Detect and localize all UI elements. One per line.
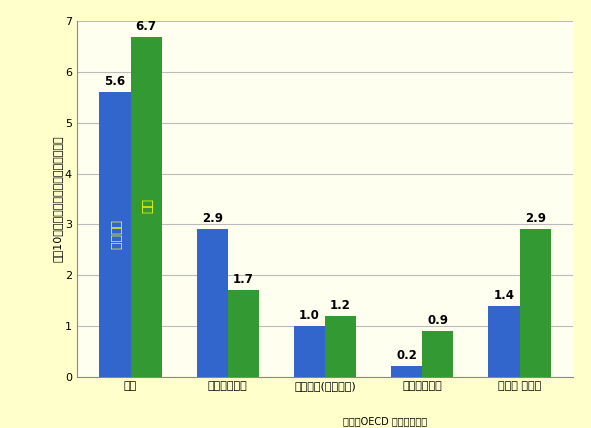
- Text: 0.2: 0.2: [397, 349, 417, 363]
- Text: 日本: 日本: [139, 199, 152, 214]
- Bar: [131, 37, 162, 377]
- Bar: [391, 366, 423, 377]
- Text: 1.4: 1.4: [493, 288, 515, 302]
- Text: 1.2: 1.2: [330, 299, 351, 312]
- Bar: [519, 229, 551, 377]
- Bar: [99, 92, 131, 377]
- Bar: [325, 316, 356, 377]
- Text: 2.9: 2.9: [202, 212, 223, 226]
- Text: 2.9: 2.9: [525, 212, 545, 226]
- Text: 0.9: 0.9: [427, 314, 449, 327]
- Text: イギリス: イギリス: [109, 220, 122, 250]
- Text: 出典：OECD 資料より作成: 出典：OECD 資料より作成: [343, 416, 427, 426]
- Text: 1.0: 1.0: [299, 309, 320, 322]
- Bar: [228, 290, 259, 377]
- Bar: [197, 229, 228, 377]
- Text: 5.6: 5.6: [105, 75, 125, 89]
- Y-axis label: 人口10万人あたり交通事故死者数（人）: 人口10万人あたり交通事故死者数（人）: [52, 136, 62, 262]
- Text: 1.7: 1.7: [233, 273, 254, 286]
- Bar: [488, 306, 519, 377]
- Bar: [294, 326, 325, 377]
- Text: 6.7: 6.7: [135, 20, 157, 33]
- Bar: [423, 331, 453, 377]
